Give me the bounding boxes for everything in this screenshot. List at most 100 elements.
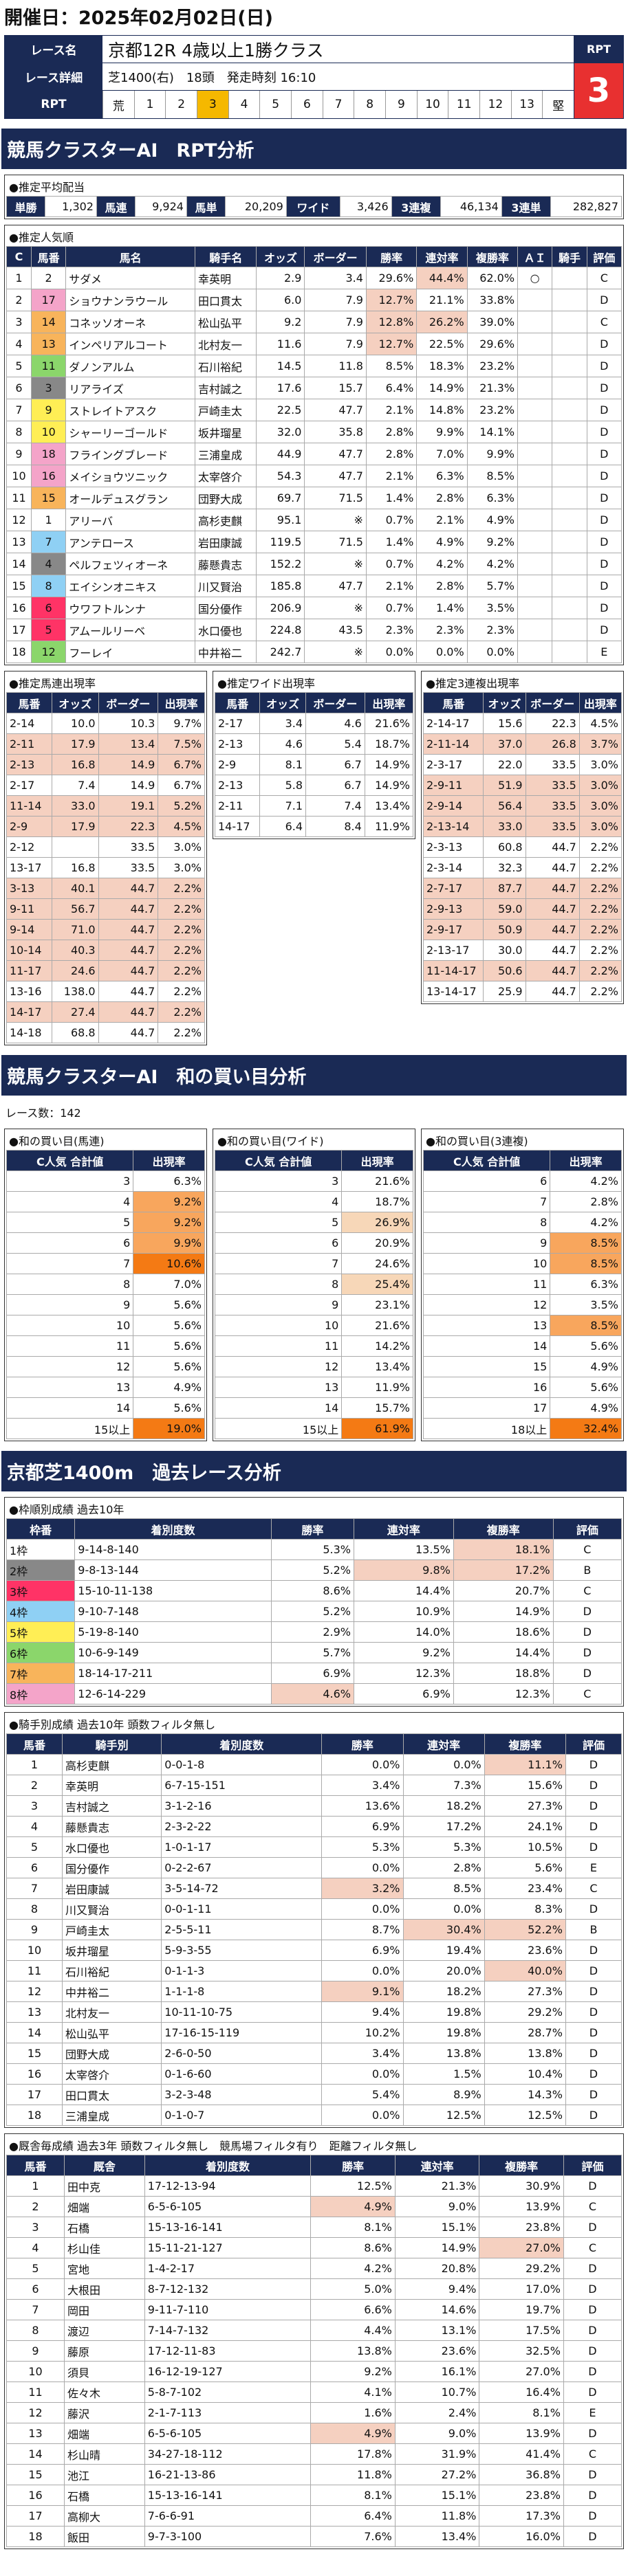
- cell: 16.4%: [479, 2381, 564, 2403]
- cell: 0-1-6-60: [161, 2063, 323, 2085]
- cell: 5.7%: [270, 1642, 355, 1663]
- cell: C: [552, 1580, 622, 1601]
- cell: 坂井瑠星: [194, 421, 257, 443]
- cell: 23.8%: [479, 2217, 564, 2238]
- table-row: 2-17 7.4 14.9 6.7%: [6, 775, 205, 796]
- table-row: 15 8 エイシンオニキス 川又賢治 185.8 47.7 2.1% 2.8% 5.7% D: [6, 575, 622, 597]
- popularity-box: ●推定人気順 C 馬番 馬名 騎手名 オッズ ボーダー 勝率 連対率 複勝率 ＡＩ 騎手 評価 1 2 サダ…: [4, 225, 624, 665]
- table-row: 7枠 18-14-17-211 6.9% 12.3% 18.8% D: [6, 1663, 622, 1684]
- cell: ダノンアルム: [65, 355, 195, 377]
- table-row: 7 岡田 9-11-7-110 6.6% 14.6% 19.7% D: [6, 2299, 622, 2320]
- section-rpt: 競馬クラスターAI RPT分析: [1, 129, 627, 169]
- cell: [552, 311, 587, 333]
- cell: 8.3%: [484, 1898, 566, 1920]
- cell: 33.5: [98, 836, 159, 858]
- cell: 2-3-17: [422, 754, 484, 775]
- cell: 2.2%: [158, 960, 205, 981]
- cell: 9: [6, 2340, 65, 2362]
- cell: 11: [6, 487, 32, 509]
- cell: 8.1%: [310, 2485, 396, 2506]
- cell: 16.8: [51, 857, 99, 878]
- cell: 8.1%: [310, 2217, 396, 2238]
- payout-type: 馬連: [96, 196, 136, 217]
- cell: 6-7-15-151: [161, 1775, 323, 1796]
- table-row: 3 14 コネッソオーネ 松山弘平 9.2 7.9 12.8% 26.2% 39.0% C: [6, 311, 622, 333]
- cell: 6-5-6-105: [144, 2423, 312, 2444]
- cell: 12.7%: [365, 289, 418, 311]
- cell: 2.2%: [158, 940, 205, 961]
- cell: 10: [6, 465, 32, 487]
- cell: 8: [214, 1274, 343, 1295]
- cell: D: [552, 1642, 622, 1663]
- cell: 5.3%: [321, 1836, 404, 1858]
- cell: 4.9%: [133, 1377, 205, 1398]
- table-row: 17 5 アムールリーベ 水口優也 224.8 43.5 2.3% 2.3% 2.3% D: [6, 619, 622, 641]
- payout-type: 馬単: [186, 196, 226, 217]
- cell: 44.7: [98, 898, 159, 920]
- column-header: C人気 合計値: [214, 1150, 343, 1171]
- cell: 47.7: [304, 443, 367, 465]
- table-row: 2-11-14 37.0 26.8 3.7%: [422, 733, 622, 755]
- cell: 4.2%: [550, 1212, 622, 1233]
- cell: 藤懸貴志: [62, 1816, 162, 1837]
- cell: 20.7%: [453, 1580, 554, 1601]
- cell: 12.5%: [484, 2105, 566, 2126]
- cell: D: [565, 1898, 622, 1920]
- table-row: 18以上 32.4%: [422, 1418, 622, 1439]
- cell: D: [563, 2278, 622, 2300]
- cell: 6.9%: [354, 1683, 454, 1705]
- cell: 9.2%: [133, 1191, 205, 1212]
- table-row: 9 8.5%: [422, 1232, 622, 1254]
- cell: ※: [304, 509, 367, 531]
- cell: 206.9: [256, 597, 305, 619]
- cell: 11.8%: [310, 2464, 396, 2485]
- column-header: 勝率: [365, 246, 418, 267]
- cell: 17.3%: [479, 2505, 564, 2527]
- trainer-box: ●厩舎毎成績 過去3年 頭数フィルタ無し 競馬場フィルタ有り 距離フィルタ無し馬…: [4, 2133, 624, 2549]
- race-name-label: レース名: [5, 36, 102, 63]
- table-row: 5 水口優也 1-0-1-17 5.3% 5.3% 10.5% D: [6, 1836, 622, 1858]
- cell: 62.0%: [466, 267, 519, 289]
- cell: 242.7: [256, 641, 305, 663]
- cell: 40.1: [51, 878, 99, 899]
- cell: 5: [6, 355, 32, 377]
- cell: 9.8%: [354, 1559, 454, 1581]
- cell: 池江: [64, 2464, 145, 2485]
- cell: 2.2%: [578, 898, 622, 920]
- cell: 0-0-1-8: [161, 1754, 323, 1775]
- cell: 北村友一: [194, 333, 257, 355]
- cell: 1: [6, 1754, 63, 1775]
- cell: D: [563, 2485, 622, 2506]
- cell: 2-17: [214, 713, 261, 734]
- cell: 8.6%: [270, 1580, 355, 1601]
- table-row: 12 中井裕二 1-1-1-8 9.1% 18.2% 27.3% D: [6, 1981, 622, 2002]
- column-header: 馬番: [30, 246, 67, 267]
- cell: 44.7: [525, 878, 580, 899]
- cell: C: [563, 2237, 622, 2258]
- waku-box: ●枠順別成績 過去10年 枠番 着別度数 勝率 連対率 複勝率 評価 1枠 9-14-8-140…: [4, 1497, 624, 1707]
- cell: 22.3: [525, 713, 580, 734]
- cell: 10.3: [98, 713, 159, 734]
- cell: 8.5%: [550, 1315, 622, 1336]
- cell: 藤懸貴志: [194, 553, 257, 575]
- jockey-box: ●騎手別成績 過去10年 頭数フィルタ無し 馬番 騎手別 着別度数 勝率 連対率 複勝率 評価…: [4, 1712, 624, 2128]
- cell: D: [586, 487, 622, 509]
- cell: 7: [6, 1253, 134, 1274]
- column-header: 複勝率: [466, 246, 519, 267]
- cell: 12.8%: [365, 311, 418, 333]
- cell: 2-13-14: [422, 816, 484, 837]
- cell: 三浦皇成: [62, 2105, 162, 2126]
- cell: 4.9%: [550, 1397, 622, 1419]
- wa-wide-caption: ●和の買い目(ワイド): [217, 1135, 324, 1148]
- cell: 26.2%: [416, 311, 468, 333]
- cell: 24.6: [51, 960, 99, 981]
- cell: 11.9%: [341, 1377, 413, 1398]
- cell: 27.3%: [484, 1981, 566, 2002]
- cell: 岩田康誠: [194, 531, 257, 553]
- payout-value: 9,924: [135, 196, 187, 217]
- cell: 30.9%: [479, 2175, 564, 2197]
- cell: 3-13: [6, 878, 52, 899]
- cell: 8.7%: [321, 1919, 404, 1940]
- column-header: 勝率: [310, 2155, 396, 2176]
- cell: 戸崎圭太: [62, 1919, 162, 1940]
